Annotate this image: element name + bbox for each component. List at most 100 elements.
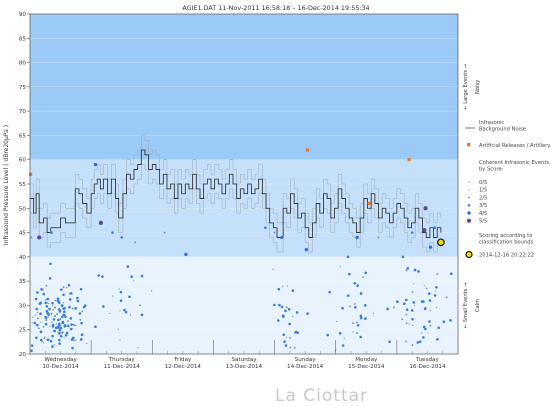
event-point xyxy=(34,297,38,301)
event-point xyxy=(39,338,43,342)
event-point xyxy=(74,307,77,310)
legend-coherent-title-2: by Score: xyxy=(479,167,504,173)
event-point xyxy=(140,313,144,317)
legend-artificial-label: Artificial Releases / Artillery xyxy=(479,143,550,149)
event-point xyxy=(422,336,425,339)
event-point xyxy=(58,332,61,335)
legend-score-label: 2/5 xyxy=(479,195,487,201)
event-point xyxy=(43,337,46,340)
event-point xyxy=(70,338,74,341)
event-point xyxy=(296,331,300,335)
event-point xyxy=(355,235,359,240)
event-point xyxy=(352,331,354,333)
event-point xyxy=(70,323,73,326)
event-point xyxy=(445,296,448,299)
event-point xyxy=(184,252,188,257)
event-point xyxy=(51,334,54,338)
event-point xyxy=(75,339,77,341)
event-point xyxy=(126,265,130,268)
event-point xyxy=(427,332,429,334)
event-point xyxy=(109,312,111,315)
legend-score-swatch xyxy=(468,189,470,191)
y-tick-label: 40 xyxy=(19,255,27,261)
y-tick-label: 90 xyxy=(19,12,27,18)
legend-score-label: 1/5 xyxy=(479,188,487,194)
event-point xyxy=(73,324,76,327)
event-point xyxy=(59,318,62,320)
band-label: ← Small Events → xyxy=(463,282,469,328)
legend-noise-label-2: Background Noise xyxy=(479,127,526,133)
event-point xyxy=(289,336,291,339)
event-point xyxy=(405,308,409,312)
event-point xyxy=(82,305,86,309)
event-point xyxy=(56,318,60,322)
event-point xyxy=(343,337,345,340)
event-point xyxy=(411,344,414,346)
event-point xyxy=(416,341,420,344)
band-label: Noisy xyxy=(475,80,481,94)
event-point xyxy=(51,301,54,305)
event-point xyxy=(288,322,291,326)
event-point xyxy=(288,309,290,311)
event-point xyxy=(62,286,65,289)
event-point xyxy=(30,236,33,239)
band-labels: ← Large Events → Noisy ← Small Events → Cal… xyxy=(463,63,481,328)
event-point xyxy=(133,280,135,282)
event-point xyxy=(338,332,342,335)
event-point xyxy=(436,306,438,309)
event-point xyxy=(339,266,341,268)
event-point xyxy=(57,326,60,329)
event-point xyxy=(45,284,48,287)
event-point xyxy=(405,313,408,316)
event-point xyxy=(128,295,131,299)
event-point xyxy=(295,311,299,314)
band-label: ← Large Events → xyxy=(463,63,469,109)
event-point xyxy=(71,346,74,350)
legend-artificial-swatch xyxy=(467,143,471,147)
event-point xyxy=(433,294,437,297)
y-tick-label: 55 xyxy=(19,182,27,188)
x-date-label: 13-Dec-2014 xyxy=(226,364,263,370)
event-point xyxy=(98,220,104,225)
event-point xyxy=(57,331,59,333)
y-tick-label: 70 xyxy=(19,109,27,115)
event-point xyxy=(45,319,48,322)
legend-latest-label: 2014-12-16 20:22:22 xyxy=(479,253,534,259)
event-point xyxy=(449,319,452,322)
event-point xyxy=(119,339,121,341)
event-point xyxy=(356,323,360,327)
event-point xyxy=(51,321,53,323)
y-axis-label: Infrasound Pressure Level ( dBre20μPa ) xyxy=(3,125,10,245)
event-point xyxy=(412,324,414,327)
event-point xyxy=(80,333,84,337)
event-point xyxy=(44,301,48,305)
event-point xyxy=(64,315,67,318)
event-point xyxy=(428,320,431,323)
event-point xyxy=(44,299,46,301)
event-point xyxy=(291,289,295,292)
event-point xyxy=(36,323,39,327)
x-day-label: Friday xyxy=(174,357,192,363)
event-point xyxy=(393,306,395,309)
event-point xyxy=(32,316,34,318)
event-point xyxy=(76,296,79,300)
event-point xyxy=(405,269,408,272)
event-point xyxy=(134,241,137,244)
event-point xyxy=(304,247,309,252)
event-point xyxy=(62,302,65,304)
event-point xyxy=(38,302,42,306)
event-point xyxy=(418,340,422,344)
event-point xyxy=(30,344,34,347)
event-point xyxy=(117,328,119,330)
event-point xyxy=(130,275,133,278)
event-point xyxy=(60,288,63,291)
event-point xyxy=(76,299,80,303)
noise-lower-envelope xyxy=(30,164,442,253)
event-point xyxy=(355,332,358,334)
event-point xyxy=(54,306,56,309)
event-point xyxy=(56,313,58,316)
event-point xyxy=(44,315,47,319)
event-point xyxy=(346,294,350,297)
legend-score-swatch xyxy=(467,204,471,207)
